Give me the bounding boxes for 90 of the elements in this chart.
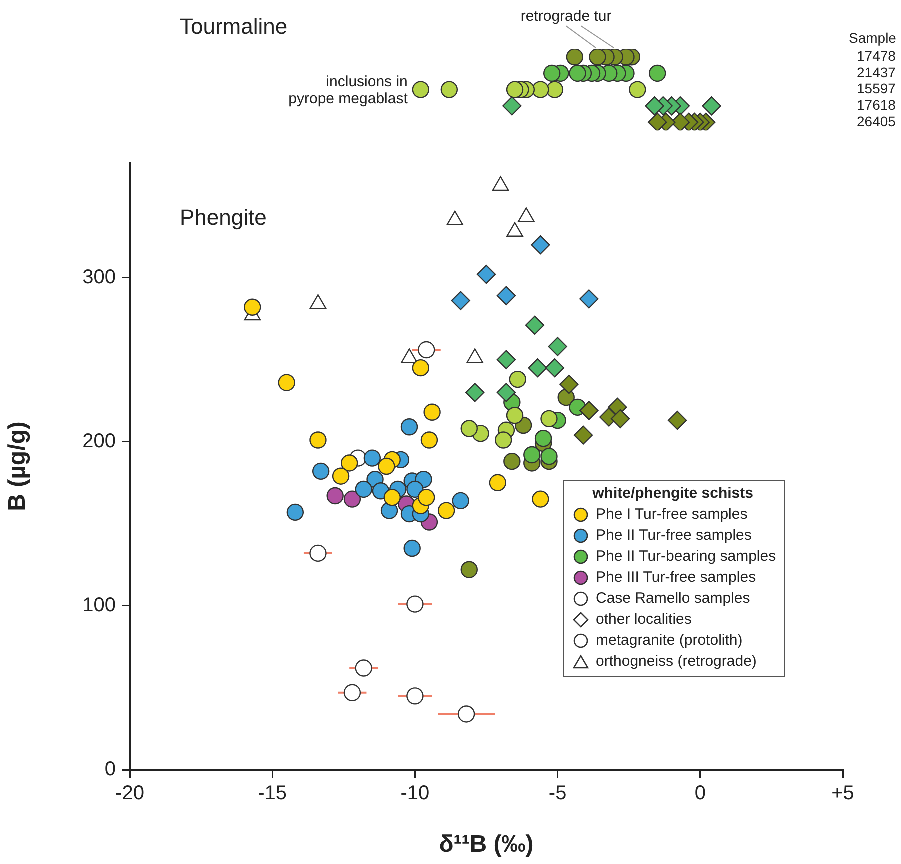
- point: [355, 660, 372, 677]
- point: [404, 540, 421, 558]
- point: [355, 480, 372, 498]
- x-tick-label: +5: [832, 782, 854, 805]
- point: [668, 410, 688, 430]
- point: [495, 432, 512, 449]
- point: [406, 688, 424, 705]
- x-axis-title: δ¹¹B (‰): [439, 831, 534, 858]
- y-axis-title: B (µg/g): [4, 422, 32, 512]
- point: [580, 290, 599, 309]
- point: [452, 492, 470, 510]
- y-tick-label: 26405: [857, 113, 896, 130]
- point: [496, 383, 516, 402]
- point: [649, 64, 666, 82]
- legend-label: metagranite (protolith): [596, 632, 743, 649]
- point: [412, 359, 430, 377]
- x-tick-label: -5: [548, 782, 567, 805]
- y-tick-label: 0: [104, 758, 116, 781]
- y-tick-label: 200: [82, 430, 116, 452]
- point: [458, 706, 476, 723]
- chart-title: Tourmaline: [180, 14, 288, 39]
- point: [341, 454, 358, 472]
- point: [532, 490, 550, 508]
- y-tick-label: 100: [82, 594, 116, 616]
- point: [460, 420, 478, 438]
- point: [244, 298, 262, 316]
- point: [531, 235, 550, 255]
- point: [312, 462, 330, 480]
- legend-label: orthogneiss (retrograde): [596, 653, 757, 670]
- point: [406, 480, 424, 498]
- y-tick-label: 15597: [857, 80, 896, 97]
- point: [332, 468, 350, 485]
- point: [406, 596, 424, 613]
- point: [420, 432, 438, 449]
- point: [504, 452, 521, 470]
- point: [509, 370, 526, 388]
- point: [610, 409, 630, 429]
- annotation: other localities: [596, 611, 692, 628]
- point: [465, 383, 485, 402]
- point: [496, 286, 516, 306]
- point: [560, 374, 579, 394]
- x-tick-label: -15: [258, 782, 288, 805]
- x-tick-label: 0: [694, 782, 706, 805]
- x-tick-label: -20: [116, 782, 144, 805]
- point: [476, 264, 496, 284]
- point: [506, 407, 524, 424]
- point: [496, 350, 516, 370]
- point: [574, 426, 594, 445]
- point: [548, 337, 568, 356]
- y-axis-title: Sample: [849, 30, 897, 46]
- text: Phengite: [180, 205, 267, 230]
- y-tick-label: 17618: [857, 96, 896, 113]
- point: [310, 544, 327, 562]
- point: [424, 404, 441, 421]
- legend-label: Phe II Tur-free samples: [596, 527, 752, 544]
- point: [451, 291, 470, 310]
- point: [460, 561, 478, 578]
- point: [525, 316, 545, 336]
- point: [489, 474, 507, 492]
- point: [534, 430, 552, 448]
- point: [378, 458, 396, 476]
- point: [540, 448, 558, 466]
- y-tick-label: 17478: [857, 48, 896, 64]
- point: [384, 489, 401, 506]
- legend-label: Phe II Tur-bearing samples: [596, 548, 776, 565]
- point: [344, 684, 362, 702]
- point: [545, 358, 565, 378]
- point: [278, 374, 296, 392]
- y-tick-label: 21437: [857, 64, 896, 80]
- point: [528, 358, 548, 378]
- legend-label: Phe I Tur-free samples: [596, 506, 748, 523]
- point: [326, 487, 344, 505]
- legend-label: Phe III Tur-free samples: [596, 569, 756, 586]
- point: [344, 490, 362, 508]
- point: [310, 432, 327, 449]
- point: [438, 502, 456, 520]
- annotation: Case Ramello samples: [596, 590, 750, 607]
- point: [286, 504, 304, 522]
- point: [400, 418, 418, 436]
- legend-title: white/phengite schists: [592, 485, 754, 502]
- annotation: retrograde tur: [520, 8, 612, 26]
- x-tick-label: -10: [400, 782, 430, 805]
- point: [540, 410, 558, 428]
- annotation: inclusions in pyrope megablast: [288, 73, 409, 108]
- point: [418, 489, 436, 506]
- y-tick-label: 300: [82, 266, 116, 288]
- point: [418, 341, 436, 359]
- point: [524, 446, 541, 464]
- point: [364, 450, 382, 467]
- point: [580, 401, 599, 420]
